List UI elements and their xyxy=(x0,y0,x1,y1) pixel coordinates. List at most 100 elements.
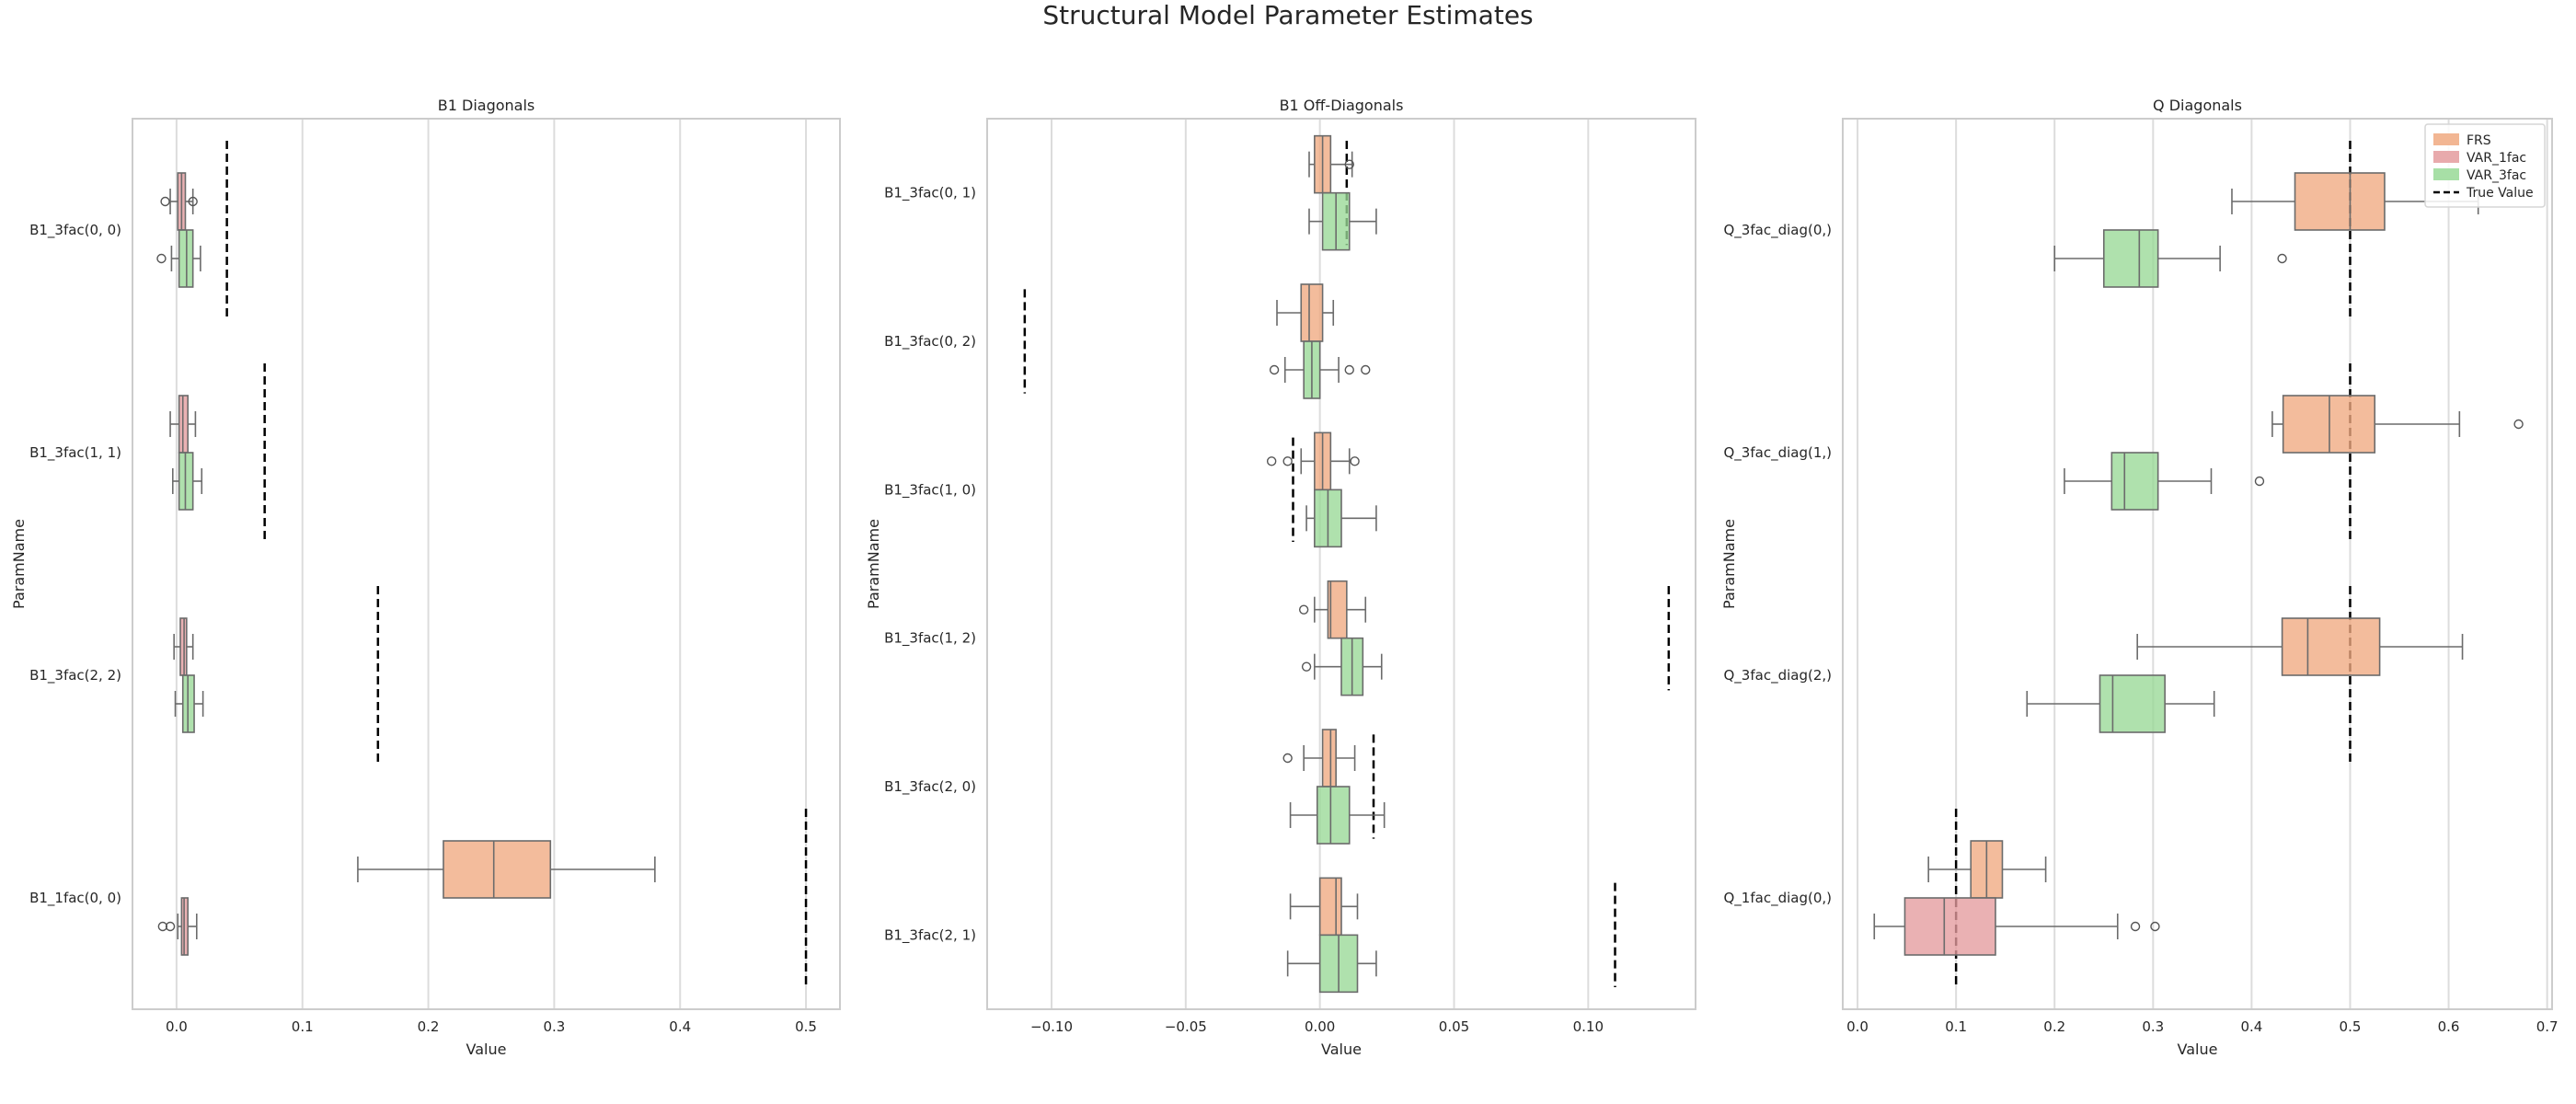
outlier-point xyxy=(1301,661,1312,672)
outlier-point xyxy=(1269,364,1280,375)
box-var_1fac xyxy=(157,897,198,956)
box-var_3fac xyxy=(1305,489,1377,548)
box-frs xyxy=(1266,431,1360,491)
box-var_3fac xyxy=(1286,934,1377,994)
panel-title: B1 Diagonals xyxy=(438,97,535,114)
x-tick-label: 0.05 xyxy=(1439,1018,1469,1035)
panel-title: Q Diagonals xyxy=(2153,97,2242,114)
x-axis-label: Value xyxy=(466,1041,507,1058)
legend-swatch xyxy=(2433,151,2459,163)
x-tick-label: 0.3 xyxy=(2142,1018,2164,1035)
legend-entry: VAR_3fac xyxy=(2433,168,2526,183)
axes-frame xyxy=(1842,118,2553,1010)
x-tick-label: 0.00 xyxy=(1305,1018,1335,1035)
y-tick-label: B1_3fac(2, 1) xyxy=(884,926,976,944)
legend-entry: True Value xyxy=(2433,186,2534,201)
outlier-point xyxy=(1361,364,1371,375)
panel-2: B1 Off-Diagonals −0.10 −0.05 0.00 0.05 0.10 Va… xyxy=(865,97,1696,1058)
panel-1: B1 Diagonals 0.0 0.1 0.2 0.3 0.4 0.5 Value Param… xyxy=(10,97,841,1058)
box-var_3fac xyxy=(174,674,204,733)
box-body xyxy=(1300,283,1324,342)
box-var_3fac xyxy=(2053,229,2287,288)
figure-title: Structural Model Parameter Estimates xyxy=(1042,0,1534,30)
box-var_3fac xyxy=(1308,191,1377,251)
box-frs xyxy=(2271,395,2524,454)
legend: FRS VAR_1fac VAR_3fac True Value xyxy=(2424,123,2546,208)
box-var_3fac xyxy=(1301,637,1383,696)
box-var_3fac xyxy=(2064,452,2265,511)
box-frs xyxy=(2136,617,2464,676)
legend-label: VAR_3fac xyxy=(2467,168,2526,183)
legend-label: VAR_1fac xyxy=(2467,151,2526,166)
y-tick-label: B1_3fac(0, 2) xyxy=(884,333,976,351)
outlier-point xyxy=(188,196,198,207)
axes-frame xyxy=(986,118,1696,1010)
y-tick-label: Q_3fac_diag(2,) xyxy=(1724,667,1833,684)
y-axis-label: ParamName xyxy=(10,519,28,609)
box-var_3fac xyxy=(171,452,203,511)
outlier-point xyxy=(2513,419,2524,430)
axes-frame xyxy=(132,118,841,1010)
box-var_1fac xyxy=(169,395,197,454)
outlier-point xyxy=(2130,921,2141,932)
legend-entry: FRS xyxy=(2433,133,2491,148)
box-frs xyxy=(1927,840,2047,899)
legend-label: True Value xyxy=(2466,186,2534,201)
outlier-point xyxy=(160,196,170,207)
y-tick-label: B1_3fac(1, 1) xyxy=(29,444,121,462)
box-frs xyxy=(357,840,656,899)
box-body xyxy=(2281,617,2381,676)
outlier-point xyxy=(2277,253,2287,264)
y-axis-label: ParamName xyxy=(865,519,882,609)
x-tick-label: 0.5 xyxy=(2340,1018,2362,1035)
x-tick-label: 0.2 xyxy=(2043,1018,2065,1035)
box-var_3fac xyxy=(2026,674,2215,733)
box-var_3fac xyxy=(1289,786,1386,845)
box-frs xyxy=(1282,729,1356,788)
outlier-point xyxy=(1344,159,1354,169)
x-tick-label: −0.10 xyxy=(1030,1018,1073,1035)
legend-entry: VAR_1fac xyxy=(2433,151,2526,166)
y-tick-label: B1_3fac(1, 0) xyxy=(884,481,976,499)
y-tick-label: B1_1fac(0, 0) xyxy=(29,890,121,907)
box-var_3fac xyxy=(156,229,201,288)
box-body xyxy=(1327,580,1348,639)
box-body xyxy=(1318,877,1342,937)
box-frs xyxy=(1308,134,1354,194)
outlier-point xyxy=(1350,456,1360,466)
x-tick-label: −0.05 xyxy=(1165,1018,1207,1035)
outlier-point xyxy=(1344,364,1354,375)
outlier-point xyxy=(156,253,167,264)
y-tick-label: B1_3fac(1, 2) xyxy=(884,630,976,648)
box-var_1fac xyxy=(1873,897,2160,956)
outlier-point xyxy=(1282,456,1293,466)
x-tick-label: 0.1 xyxy=(292,1018,314,1035)
panel-title: B1 Off-Diagonals xyxy=(1280,97,1404,114)
x-tick-label: 0.6 xyxy=(2438,1018,2460,1035)
panel-3: Q Diagonals 0.0 0.1 0.2 0.3 0.4 0.5 0.6 0.7 Value… xyxy=(1720,97,2559,1058)
box-frs xyxy=(1276,283,1335,342)
y-axis-label: ParamName xyxy=(1720,519,1738,609)
x-tick-label: 0.5 xyxy=(795,1018,817,1035)
box-body xyxy=(2294,172,2386,231)
box-body xyxy=(443,840,552,899)
outlier-point xyxy=(2150,921,2160,932)
outlier-point xyxy=(1298,604,1309,615)
x-tick-label: 0.4 xyxy=(2240,1018,2262,1035)
y-tick-label: B1_3fac(2, 2) xyxy=(29,667,121,684)
box-body xyxy=(1903,897,1996,956)
y-tick-label: Q_1fac_diag(0,) xyxy=(1724,890,1833,907)
x-tick-label: 0.7 xyxy=(2536,1018,2559,1035)
box-var_1fac xyxy=(173,617,194,676)
x-axis-label: Value xyxy=(2178,1041,2218,1058)
box-body xyxy=(2102,229,2159,288)
x-tick-label: 0.0 xyxy=(166,1018,188,1035)
y-tick-label: Q_3fac_diag(1,) xyxy=(1724,444,1833,462)
box-frs xyxy=(1289,877,1359,937)
y-tick-label: B1_3fac(2, 0) xyxy=(884,778,976,796)
outlier-point xyxy=(165,921,176,932)
x-axis-label: Value xyxy=(1321,1041,1362,1058)
box-body xyxy=(1321,729,1337,788)
box-var_1fac xyxy=(160,172,198,231)
